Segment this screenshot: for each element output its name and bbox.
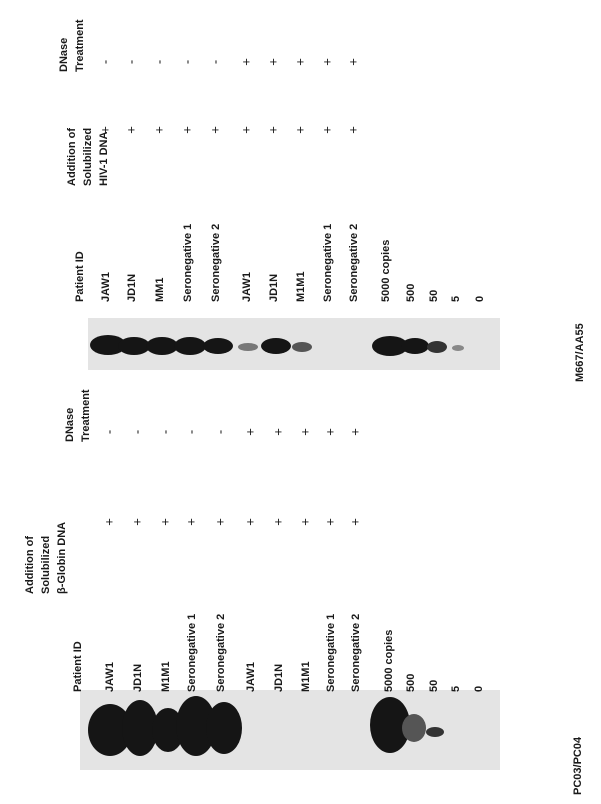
patient-id-header: Patient ID	[72, 641, 84, 692]
addition-sign: +	[319, 126, 334, 134]
dnase-sign: +	[319, 58, 334, 66]
addition-sign: +	[207, 126, 222, 134]
addition-sign: +	[101, 518, 116, 526]
patient-id: 5	[450, 686, 462, 692]
patient-id: JD1N	[273, 664, 285, 692]
dnase-sign: +	[238, 58, 253, 66]
dnase-sign: +	[322, 428, 337, 436]
dnase-sign: +	[345, 58, 360, 66]
patient-id: JD1N	[268, 274, 280, 302]
probe-label: M667/AA55	[574, 323, 586, 382]
addition-sign: +	[179, 126, 194, 134]
patient-id: Seronegative 2	[348, 224, 360, 302]
patient-id: Seronegative 1	[186, 614, 198, 692]
patient-id: 50	[428, 680, 440, 692]
patient-id: Seronegative 1	[182, 224, 194, 302]
patient-id: Seronegative 1	[325, 614, 337, 692]
dnase-sign: +	[265, 58, 280, 66]
patient-id: MM1	[154, 278, 166, 302]
addition-sign: +	[292, 126, 307, 134]
patient-id: 5000 copies	[383, 630, 395, 692]
dnase-sign: +	[242, 428, 257, 436]
dnase-sign: -	[123, 60, 138, 64]
patient-id: 0	[473, 686, 485, 692]
addition-sign: +	[97, 126, 112, 134]
patient-id: Seronegative 1	[322, 224, 334, 302]
addition-header: β-Globin DNA	[56, 522, 68, 594]
patient-id: 0	[474, 296, 486, 302]
dnase-sign: -	[183, 430, 198, 434]
patient-id: M1M1	[295, 271, 307, 302]
addition-sign: +	[129, 518, 144, 526]
dnase-sign: -	[212, 430, 227, 434]
dnase-sign: +	[347, 428, 362, 436]
dnase-sign: +	[297, 428, 312, 436]
addition-sign: +	[270, 518, 285, 526]
patient-id: Seronegative 2	[210, 224, 222, 302]
dnase-sign: -	[179, 60, 194, 64]
addition-header: Solubilized	[40, 536, 52, 594]
addition-sign: +	[322, 518, 337, 526]
patient-id: JAW1	[104, 662, 116, 692]
addition-header: HIV-1 DNA	[98, 132, 110, 186]
addition-sign: +	[242, 518, 257, 526]
patient-id: JAW1	[100, 272, 112, 302]
dnase-sign: -	[129, 430, 144, 434]
addition-header: Solubilized	[82, 128, 94, 186]
addition-sign: +	[123, 126, 138, 134]
patient-id: 5000 copies	[380, 240, 392, 302]
patient-id: M1M1	[300, 661, 312, 692]
addition-sign: +	[345, 126, 360, 134]
patient-id: 5	[450, 296, 462, 302]
dnase-sign: -	[207, 60, 222, 64]
patient-id: JD1N	[132, 664, 144, 692]
dnase-header: Treatment	[74, 19, 86, 72]
dnase-header: DNase	[64, 408, 76, 442]
figure-page: Addition of Solubilized HIV-1 DNA DNase Trea…	[0, 0, 601, 799]
addition-sign: +	[238, 126, 253, 134]
addition-header: Addition of	[66, 128, 78, 186]
dnase-sign: +	[270, 428, 285, 436]
patient-id: JAW1	[245, 662, 257, 692]
patient-id-header: Patient ID	[74, 251, 86, 302]
probe-label: PC03/PC04	[572, 736, 584, 795]
dnase-sign: -	[157, 430, 172, 434]
addition-sign: +	[265, 126, 280, 134]
dnase-header: Treatment	[80, 389, 92, 442]
addition-sign: +	[151, 126, 166, 134]
patient-id: 500	[405, 284, 417, 302]
addition-sign: +	[212, 518, 227, 526]
addition-header: Addition of	[24, 536, 36, 594]
addition-sign: +	[183, 518, 198, 526]
patient-id: 500	[405, 674, 417, 692]
dnase-header: DNase	[58, 38, 70, 72]
addition-sign: +	[347, 518, 362, 526]
patient-id: Seronegative 2	[350, 614, 362, 692]
patient-id: 50	[428, 290, 440, 302]
patient-id: JAW1	[241, 272, 253, 302]
dnase-sign: -	[97, 60, 112, 64]
addition-sign: +	[297, 518, 312, 526]
addition-sign: +	[157, 518, 172, 526]
patient-id: JD1N	[126, 274, 138, 302]
patient-id: M1M1	[160, 661, 172, 692]
patient-id: Seronegative 2	[215, 614, 227, 692]
dnase-sign: +	[292, 58, 307, 66]
dnase-sign: -	[151, 60, 166, 64]
dnase-sign: -	[101, 430, 116, 434]
